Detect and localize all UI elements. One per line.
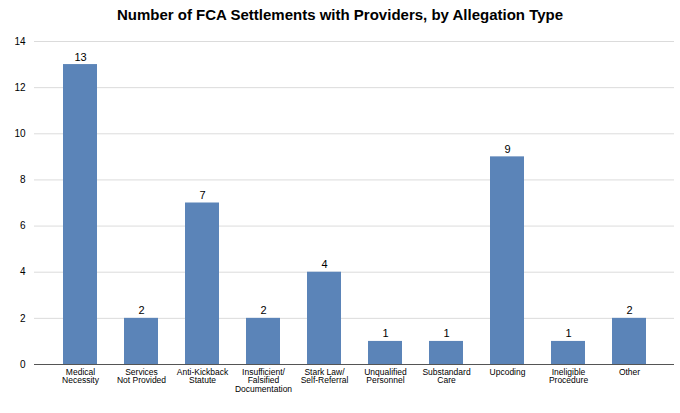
svg-text:8: 8 bbox=[20, 174, 26, 185]
svg-text:SubstandardCare: SubstandardCare bbox=[422, 367, 470, 386]
svg-text:IneligibleProcedure: IneligibleProcedure bbox=[549, 367, 588, 386]
svg-text:Insufficient/FalsifiedDocument: Insufficient/FalsifiedDocumentation bbox=[235, 367, 292, 394]
svg-text:ServicesNot Provided: ServicesNot Provided bbox=[117, 367, 166, 386]
svg-text:7: 7 bbox=[199, 189, 205, 201]
svg-text:Anti-KickbackStatute: Anti-KickbackStatute bbox=[177, 367, 229, 386]
svg-text:Stark Law/Self-Referral: Stark Law/Self-Referral bbox=[301, 367, 349, 386]
svg-text:9: 9 bbox=[504, 143, 510, 155]
html-text:Number of FCA Settlements with: Number of FCA Settlements with Providers… bbox=[116, 6, 564, 23]
svg-text:2: 2 bbox=[138, 304, 144, 316]
svg-text:4: 4 bbox=[20, 266, 26, 277]
svg-text:2: 2 bbox=[260, 304, 266, 316]
svg-text:12: 12 bbox=[14, 82, 26, 93]
svg-text:Other: Other bbox=[619, 367, 640, 377]
svg-text:2: 2 bbox=[20, 313, 26, 324]
svg-text:UnqualifiedPersonnel: UnqualifiedPersonnel bbox=[364, 367, 407, 386]
svg-text:10: 10 bbox=[14, 128, 26, 139]
svg-text:MedicalNecessity: MedicalNecessity bbox=[62, 367, 100, 386]
svg-text:6: 6 bbox=[20, 220, 26, 231]
svg-text:4: 4 bbox=[321, 258, 327, 270]
svg-text:14: 14 bbox=[14, 36, 26, 47]
svg-text:2: 2 bbox=[626, 304, 632, 316]
svg-text:Upcoding: Upcoding bbox=[490, 367, 526, 377]
svg-text:1: 1 bbox=[565, 327, 571, 339]
svg-text:1: 1 bbox=[382, 327, 388, 339]
svg-text:13: 13 bbox=[74, 51, 86, 63]
svg-text:0: 0 bbox=[20, 359, 26, 370]
svg-text:1: 1 bbox=[443, 327, 449, 339]
